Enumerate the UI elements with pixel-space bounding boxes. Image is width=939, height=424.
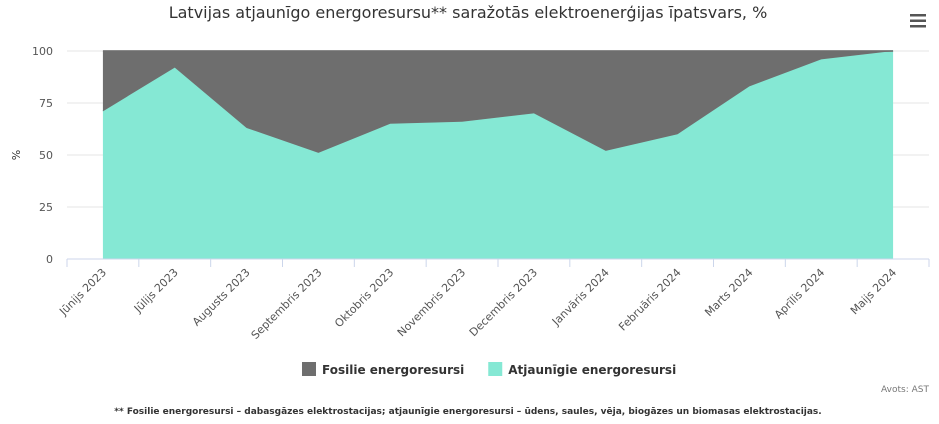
y-tick-label: 100 xyxy=(32,45,53,58)
x-tick-label: Novembris 2023 xyxy=(395,266,468,339)
menu-bar xyxy=(910,14,926,17)
y-tick-label: 75 xyxy=(39,97,53,110)
x-tick-label: Jūlijs 2023 xyxy=(131,266,181,316)
x-tick-label: Oktobris 2023 xyxy=(332,266,396,330)
x-tick-label: Janvāris 2024 xyxy=(549,266,612,329)
footnote: ** Fosilie energoresursi – dabasgāzes el… xyxy=(114,407,821,417)
x-tick-label: Maijs 2024 xyxy=(848,266,899,317)
x-tick-label: Jūnijs 2023 xyxy=(56,266,109,319)
legend-label: Fosilie energoresursi xyxy=(322,363,464,377)
menu-bar xyxy=(910,19,926,22)
x-tick-label: Aprīlis 2024 xyxy=(772,266,827,321)
menu-button[interactable] xyxy=(910,14,926,28)
x-tick-label: Augusts 2023 xyxy=(190,266,253,329)
y-tick-label: 25 xyxy=(39,201,53,214)
menu-bar xyxy=(910,25,926,28)
y-axis-label: % xyxy=(10,150,23,160)
area xyxy=(102,51,894,259)
x-tick-label: Septembris 2023 xyxy=(249,266,325,342)
legend-label: Atjaunīgie energoresursi xyxy=(508,363,676,377)
x-tick-label: Marts 2024 xyxy=(702,266,755,319)
x-tick-label: Februāris 2024 xyxy=(616,266,684,334)
chart-title: Latvijas atjaunīgo energoresursu** saraž… xyxy=(169,3,768,22)
y-tick-label: 50 xyxy=(39,149,53,162)
credits: Avots: AST xyxy=(881,385,929,395)
legend-swatch xyxy=(302,362,316,376)
legend-swatch xyxy=(488,362,503,376)
x-tick-label: Decembris 2023 xyxy=(467,266,540,339)
area xyxy=(102,51,894,153)
y-tick-label: 0 xyxy=(46,253,53,266)
